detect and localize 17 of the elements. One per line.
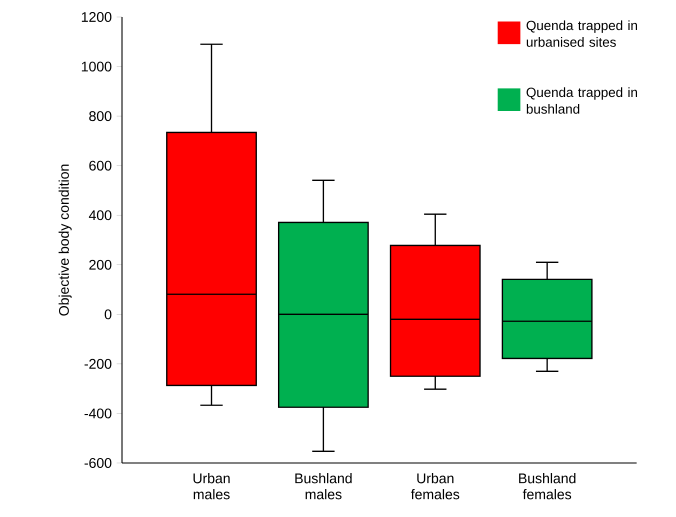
legend-label: Quenda trapped in bushland	[526, 87, 638, 114]
legend-label: Quenda trapped in urbanised sites	[526, 20, 638, 47]
y-tick-label: -600	[84, 458, 112, 468]
y-tick-label: 600	[89, 160, 112, 171]
x-tick-label: Urban females	[410, 473, 460, 500]
x-tick-label: Urban males	[194, 473, 230, 500]
x-tick-label: Bushland females	[519, 473, 576, 500]
y-axis-title: Objective body condition	[58, 164, 72, 316]
y-tick-label: 1200	[82, 12, 112, 22]
y-tick-label: -400	[84, 408, 112, 418]
y-tick-label: 800	[89, 111, 112, 122]
y-tick-label: 0	[104, 309, 112, 320]
y-tick-label: 1000	[82, 62, 112, 72]
x-tick-label: Bushland males	[295, 473, 352, 500]
y-tick-label: 400	[88, 210, 112, 220]
y-tick-label: -200	[84, 358, 112, 369]
y-tick-label: 200	[89, 260, 112, 270]
